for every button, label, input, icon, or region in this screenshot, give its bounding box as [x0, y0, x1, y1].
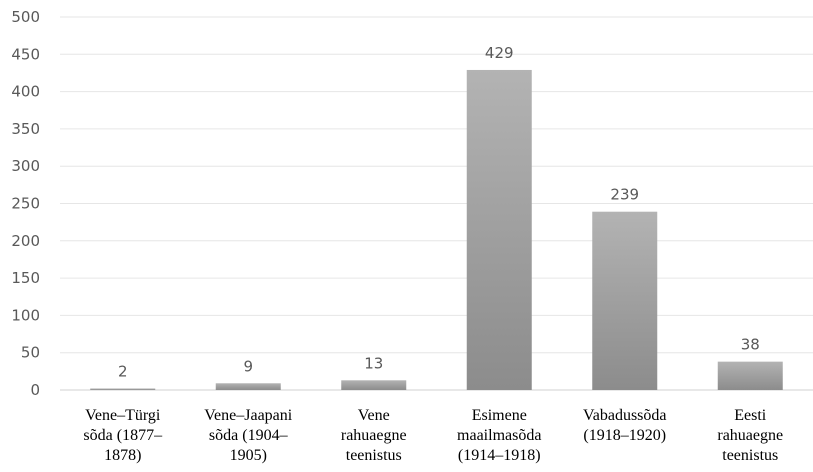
data-label-0: 2: [118, 363, 128, 381]
data-label-5: 38: [741, 336, 760, 354]
data-label-2: 13: [364, 354, 383, 372]
data-label-4: 239: [610, 186, 639, 204]
data-labels: 2 9 13 429 239 38: [118, 44, 760, 381]
y-tick-label: 300: [11, 157, 40, 175]
y-tick-label: 100: [11, 306, 40, 324]
bar-2: [341, 380, 407, 390]
y-tick-label: 500: [11, 8, 40, 26]
data-label-3: 429: [485, 44, 514, 62]
gridlines: [60, 16, 813, 391]
x-category-label-4: Vabadussõda (1918–1920): [583, 407, 667, 444]
x-category-label-1: Vene–Jaapani sõda (1904– 1905): [204, 407, 293, 464]
y-tick-label: 150: [11, 269, 40, 287]
x-category-label-0: Vene–Türgi sõda (1877– 1878): [83, 407, 163, 464]
y-tick-label: 400: [11, 83, 40, 101]
x-category-label-2: Vene rahuaegne teenistus: [341, 407, 407, 464]
bar-5: [717, 361, 783, 390]
y-tick-label: 450: [11, 45, 40, 63]
y-tick-label: 200: [11, 232, 40, 250]
data-label-1: 9: [243, 357, 253, 375]
y-tick-label: 250: [11, 195, 40, 213]
x-axis: Vene–Türgi sõda (1877– 1878) Vene–Jaapani sõ…: [83, 407, 783, 464]
y-tick-label: 350: [11, 120, 40, 138]
bar-0: [90, 388, 156, 390]
y-tick-label: 0: [30, 381, 40, 399]
y-axis: 0 50 100 150 200 250 300 350 400 450 500: [11, 8, 40, 399]
y-tick-label: 50: [21, 344, 40, 362]
bar-1: [215, 383, 281, 390]
bar-4: [592, 211, 658, 390]
bar-3: [466, 69, 532, 390]
x-category-label-5: Eesti rahuaegne teenistus: [717, 407, 783, 464]
x-category-label-3: Esimene maailmasõda (1914–1918): [457, 407, 541, 464]
bars: [90, 69, 783, 390]
